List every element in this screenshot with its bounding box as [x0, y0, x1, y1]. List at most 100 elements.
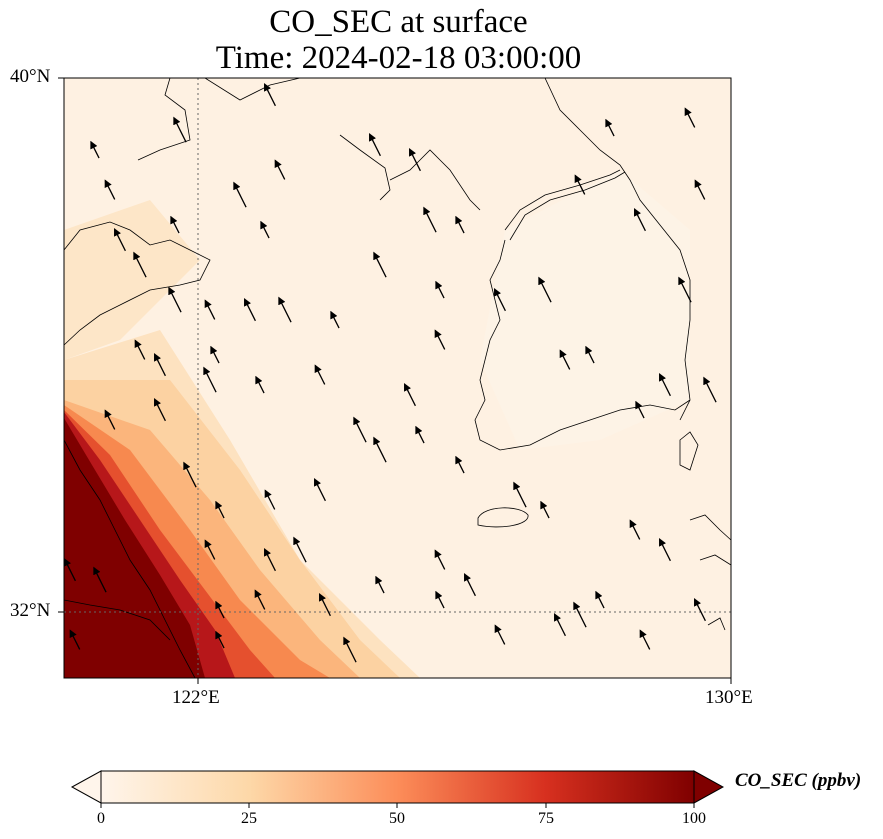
wind-arrow: [90, 140, 100, 159]
wind-vectors: [64, 83, 717, 663]
wind-arrow: [573, 601, 587, 628]
axis-ticks: [58, 77, 732, 684]
wind-arrow: [639, 629, 651, 650]
wind-arrow: [114, 228, 126, 252]
colorbar-label: CO_SEC (ppbv): [735, 770, 862, 791]
wind-arrow: [694, 598, 706, 622]
wind-arrow: [314, 478, 326, 502]
wind-arrow: [494, 624, 506, 645]
wind-arrow: [154, 398, 166, 422]
wind-arrow: [255, 375, 265, 394]
wind-arrow: [254, 589, 266, 610]
lon-label-122e: 122°E: [172, 687, 220, 708]
wind-arrow: [513, 481, 527, 508]
wind-arrow: [404, 383, 416, 407]
colorbar-max-extend: [693, 770, 725, 804]
wind-arrow: [434, 329, 446, 350]
wind-arrow: [330, 310, 340, 329]
colorbar-tick-100: 100: [682, 810, 706, 827]
wind-arrow: [464, 573, 476, 597]
lat-label-40n: 40°N: [10, 66, 51, 87]
wind-arrow: [183, 461, 197, 488]
colorbar-tick-50: 50: [389, 810, 405, 827]
wind-arrow: [64, 558, 76, 582]
wind-arrow: [233, 181, 247, 208]
colorbar-tick-0: 0: [97, 810, 105, 827]
wind-arrow: [659, 373, 671, 397]
wind-arrow: [104, 409, 116, 430]
wind-arrow: [170, 215, 180, 234]
colorbar-tick-25: 25: [241, 810, 257, 827]
wind-arrow: [264, 548, 276, 572]
wind-arrow: [634, 208, 646, 232]
wind-arrow: [353, 416, 367, 443]
colorbar-tick-75: 75: [538, 810, 554, 827]
colorbar-gradient: [101, 771, 694, 803]
lon-label-130e: 130°E: [705, 687, 753, 708]
wind-arrow: [343, 636, 357, 663]
wind-arrow: [559, 349, 571, 370]
colorbar-min-extend: [70, 770, 102, 804]
wind-arrow: [455, 215, 465, 234]
wind-arrow: [605, 118, 615, 137]
coastlines: [64, 78, 731, 678]
colorbar: [70, 770, 725, 808]
wind-arrow: [684, 107, 696, 128]
wind-arrow: [635, 400, 645, 419]
wind-arrow: [133, 251, 147, 278]
lat-label-32n: 32°N: [10, 600, 51, 621]
wind-arrow: [373, 436, 387, 463]
wind-arrow: [260, 220, 270, 239]
wind-arrow: [244, 298, 256, 322]
wind-arrow: [369, 133, 381, 157]
concentration-field: [64, 78, 731, 678]
wind-arrow: [293, 536, 307, 563]
wind-arrow: [154, 353, 166, 377]
wind-arrow: [264, 489, 276, 510]
wind-arrow: [574, 174, 586, 195]
wind-arrow: [494, 288, 506, 312]
wind-arrow: [215, 630, 225, 649]
wind-arrow: [629, 519, 641, 540]
wind-arrow: [659, 538, 671, 562]
wind-arrow: [703, 376, 717, 403]
wind-arrow: [104, 179, 116, 200]
wind-arrow: [204, 539, 216, 560]
wind-arrow: [554, 613, 566, 637]
wind-arrow: [595, 590, 605, 609]
wind-arrow: [210, 345, 220, 364]
wind-arrow: [585, 345, 595, 364]
wind-arrow: [168, 286, 182, 313]
wind-arrow: [93, 566, 107, 593]
wind-arrow: [373, 251, 387, 278]
wind-arrow: [434, 549, 446, 570]
wind-arrow: [203, 366, 217, 393]
gridlines: [64, 78, 731, 678]
wind-arrow: [375, 575, 385, 594]
wind-arrow: [319, 593, 331, 617]
wind-arrow: [134, 339, 146, 360]
wind-arrow: [204, 299, 216, 320]
wind-arrow: [423, 206, 437, 233]
wind-arrow: [278, 296, 292, 323]
map-frame: [63, 77, 732, 679]
wind-arrow: [415, 425, 425, 444]
wind-arrow: [264, 83, 276, 107]
wind-arrow: [215, 600, 225, 619]
map-title-variable: CO_SEC at surface: [269, 4, 528, 40]
wind-arrow: [69, 629, 81, 650]
wind-arrow: [435, 590, 445, 609]
wind-arrow: [694, 179, 706, 200]
wind-arrow: [173, 116, 187, 143]
wind-arrow: [455, 455, 465, 474]
wind-arrow: [435, 280, 445, 299]
wind-arrow: [274, 159, 286, 180]
wind-arrow: [540, 500, 550, 519]
wind-arrow: [215, 500, 225, 519]
map-title-time: Time: 2024-02-18 03:00:00: [215, 40, 582, 76]
wind-arrow: [314, 364, 326, 385]
wind-arrow: [538, 276, 552, 303]
wind-arrow: [409, 148, 421, 172]
wind-arrow: [678, 276, 692, 303]
